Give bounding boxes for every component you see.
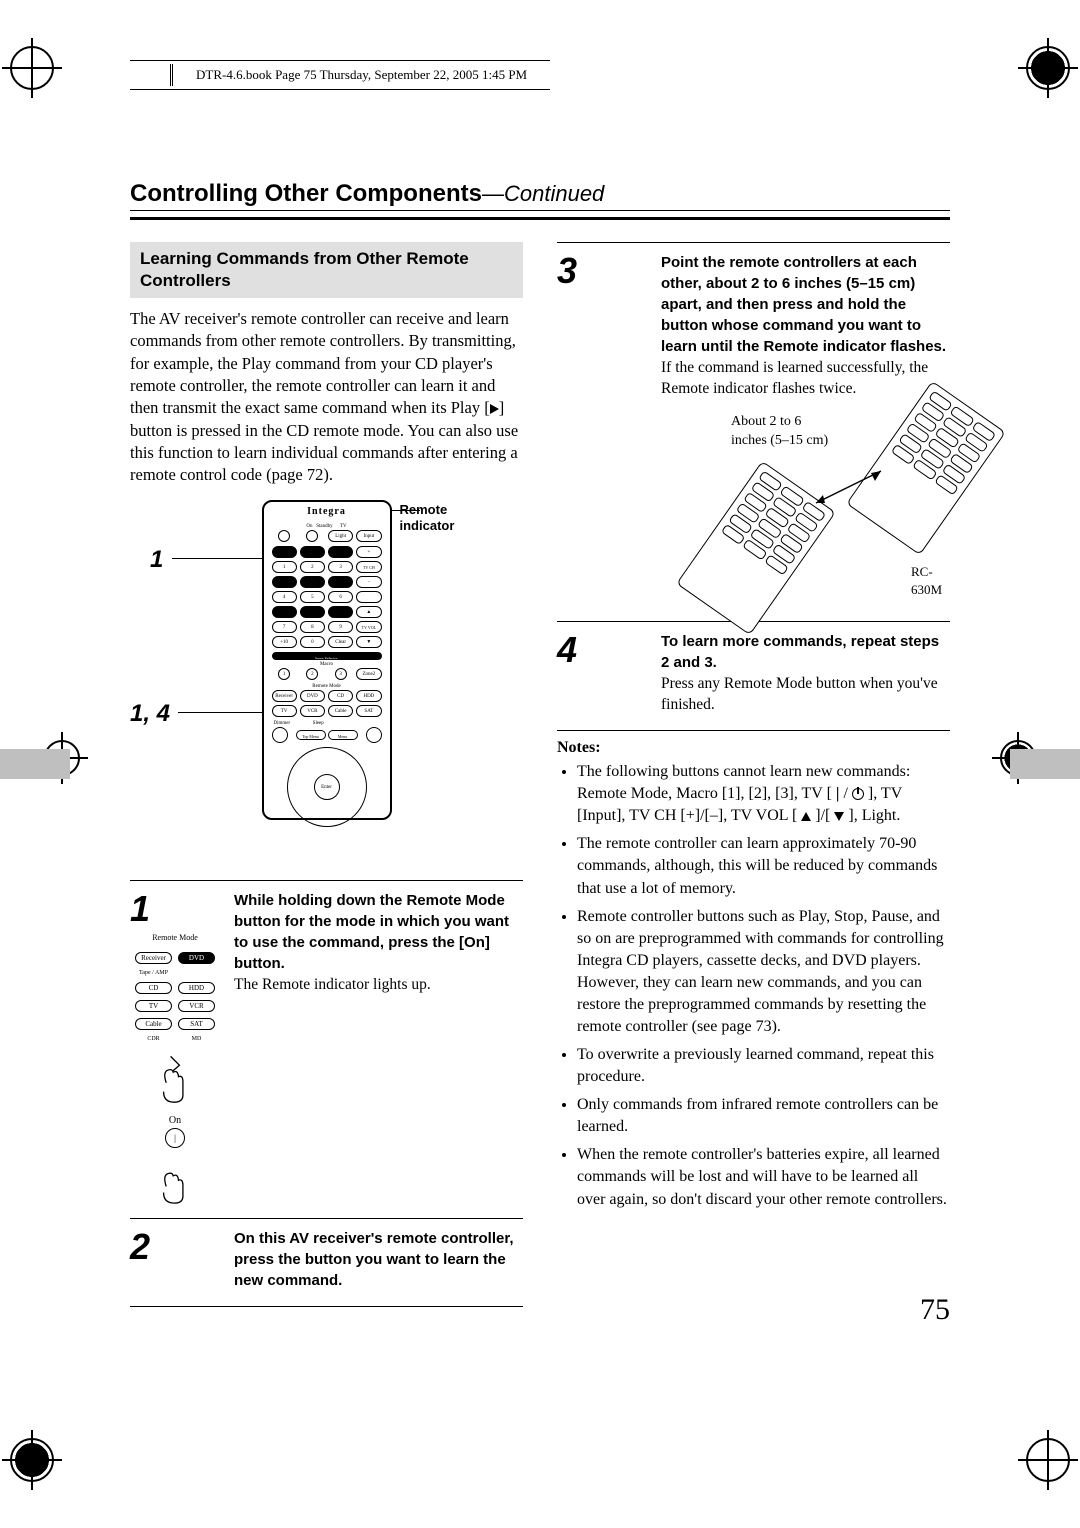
title-main: Controlling Other Components xyxy=(130,180,482,207)
power-icon xyxy=(852,788,864,800)
remote-mode-label: Remote Mode xyxy=(152,933,198,942)
step-3-text: Point the remote controllers at each oth… xyxy=(661,253,950,607)
binder-icon xyxy=(170,64,186,86)
up-icon xyxy=(801,812,811,821)
note-item: The remote controller can learn approxim… xyxy=(577,833,950,899)
left-column: Learning Commands from Other Remote Cont… xyxy=(130,242,523,1307)
two-remotes-diagram: About 2 to 6 inches (5–15 cm) xyxy=(741,413,950,593)
play-icon xyxy=(490,404,499,414)
remote-indicator-label: Remote indicator xyxy=(400,502,470,533)
step-3-plain: If the command is learned successfully, … xyxy=(661,359,928,397)
note-item: When the remote controller's batteries e… xyxy=(577,1144,950,1210)
remote-diagram: 1 1, 4 Integra Remote indicator On Stand… xyxy=(130,500,523,860)
hand-press-icon xyxy=(153,1052,197,1105)
registration-mark xyxy=(1026,46,1070,90)
step-number: 3 xyxy=(557,253,647,607)
registration-mark xyxy=(10,46,54,90)
step-4: 4 To learn more commands, repeat steps 2… xyxy=(557,622,950,731)
callout-1: 1 xyxy=(150,546,163,574)
distance-arrow-icon xyxy=(811,463,891,513)
page-content: DTR-4.6.book Page 75 Thursday, September… xyxy=(130,60,950,1307)
step-1-plain: The Remote indicator lights up. xyxy=(234,976,431,993)
gutter-strip xyxy=(1010,749,1080,779)
step-3-bold: Point the remote controllers at each oth… xyxy=(661,254,946,355)
step-2: 2 On this AV receiver's remote controlle… xyxy=(130,1219,523,1307)
page-number: 75 xyxy=(920,1293,950,1327)
step-1-text: While holding down the Remote Mode butto… xyxy=(234,891,523,1204)
note-item: Remote controller buttons such as Play, … xyxy=(577,906,950,1038)
registration-mark xyxy=(1026,1438,1070,1482)
running-header: DTR-4.6.book Page 75 Thursday, September… xyxy=(130,60,550,90)
rc-model-label: RC-630M xyxy=(911,563,950,598)
step-1: 1 Remote Mode ReceiverDVD Tape / AMP CDH… xyxy=(130,880,523,1219)
book-header-text: DTR-4.6.book Page 75 Thursday, September… xyxy=(196,67,527,83)
notes-heading: Notes: xyxy=(557,739,950,757)
step-4-text: To learn more commands, repeat steps 2 a… xyxy=(661,632,950,716)
step-1-bold: While holding down the Remote Mode butto… xyxy=(234,892,509,972)
on-label: On xyxy=(169,1115,181,1126)
note-item: Only commands from infrared remote contr… xyxy=(577,1094,950,1138)
section-heading: Learning Commands from Other Remote Cont… xyxy=(130,242,523,298)
registration-mark xyxy=(10,1438,54,1482)
step-number: 1 xyxy=(130,891,150,927)
remote-brand: Integra xyxy=(264,506,390,517)
intro-paragraph: The AV receiver's remote controller can … xyxy=(130,308,523,486)
step-3: 3 Point the remote controllers at each o… xyxy=(557,242,950,622)
notes-list: The following buttons cannot learn new c… xyxy=(557,761,950,1210)
page-title: Controlling Other Components—Continued xyxy=(130,180,950,220)
step-2-bold: On this AV receiver's remote controller,… xyxy=(234,1230,514,1289)
step-4-bold: To learn more commands, repeat steps 2 a… xyxy=(661,633,939,671)
title-continued: —Continued xyxy=(482,181,604,206)
right-column: 3 Point the remote controllers at each o… xyxy=(557,242,950,1307)
step-2-text: On this AV receiver's remote controller,… xyxy=(234,1229,523,1292)
step-number: 4 xyxy=(557,632,647,716)
two-column-layout: Learning Commands from Other Remote Cont… xyxy=(130,242,950,1307)
mode-buttons-detail: ReceiverDVD Tape / AMP CDHDD TVVCR Cable… xyxy=(135,952,215,1042)
note-item: To overwrite a previously learned comman… xyxy=(577,1044,950,1088)
hand-press-icon xyxy=(153,1160,197,1204)
down-icon xyxy=(834,812,844,821)
gutter-strip xyxy=(0,749,70,779)
callout-1-4: 1, 4 xyxy=(130,700,170,728)
remote-illustration: Integra Remote indicator On Standby TV L… xyxy=(262,500,392,820)
step-4-plain: Press any Remote Mode button when you've… xyxy=(661,675,938,713)
step-number: 2 xyxy=(130,1229,220,1292)
distance-label: About 2 to 6 inches (5–15 cm) xyxy=(731,413,851,449)
note-item: The following buttons cannot learn new c… xyxy=(577,761,950,827)
